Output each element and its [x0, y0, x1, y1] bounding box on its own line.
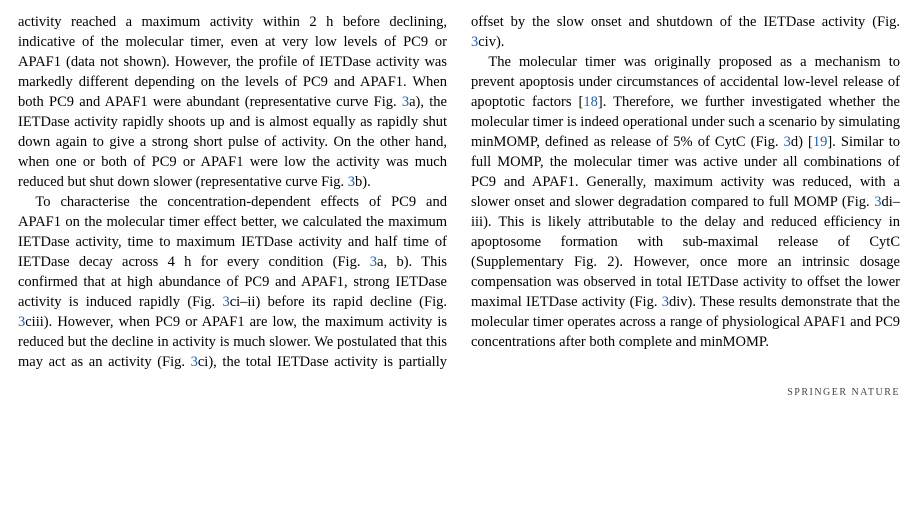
body-text: civ).	[478, 34, 504, 50]
body-text: ci–ii) before its rapid decline (Fig.	[230, 294, 447, 310]
body-text: activity reached a maximum activity with…	[18, 14, 447, 110]
figure-ref-3[interactable]: 3	[662, 294, 669, 310]
citation-19[interactable]: 19	[813, 134, 828, 150]
figure-ref-3[interactable]: 3	[222, 294, 229, 310]
body-text: d) [	[791, 134, 813, 150]
paragraph-3: The molecular timer was originally propo…	[471, 52, 900, 352]
paragraph-1: activity reached a maximum activity with…	[18, 12, 447, 192]
body-text: b).	[355, 174, 371, 190]
figure-ref-3[interactable]: 3	[191, 354, 198, 370]
figure-ref-3[interactable]: 3	[370, 254, 377, 270]
body-text: di–iii). This is likely attributable to …	[471, 194, 900, 310]
two-column-body: activity reached a maximum activity with…	[18, 12, 900, 372]
figure-ref-3[interactable]: 3	[784, 134, 791, 150]
publisher-footer: SPRINGER NATURE	[18, 386, 900, 400]
figure-ref-3[interactable]: 3	[348, 174, 355, 190]
citation-18[interactable]: 18	[583, 94, 598, 110]
